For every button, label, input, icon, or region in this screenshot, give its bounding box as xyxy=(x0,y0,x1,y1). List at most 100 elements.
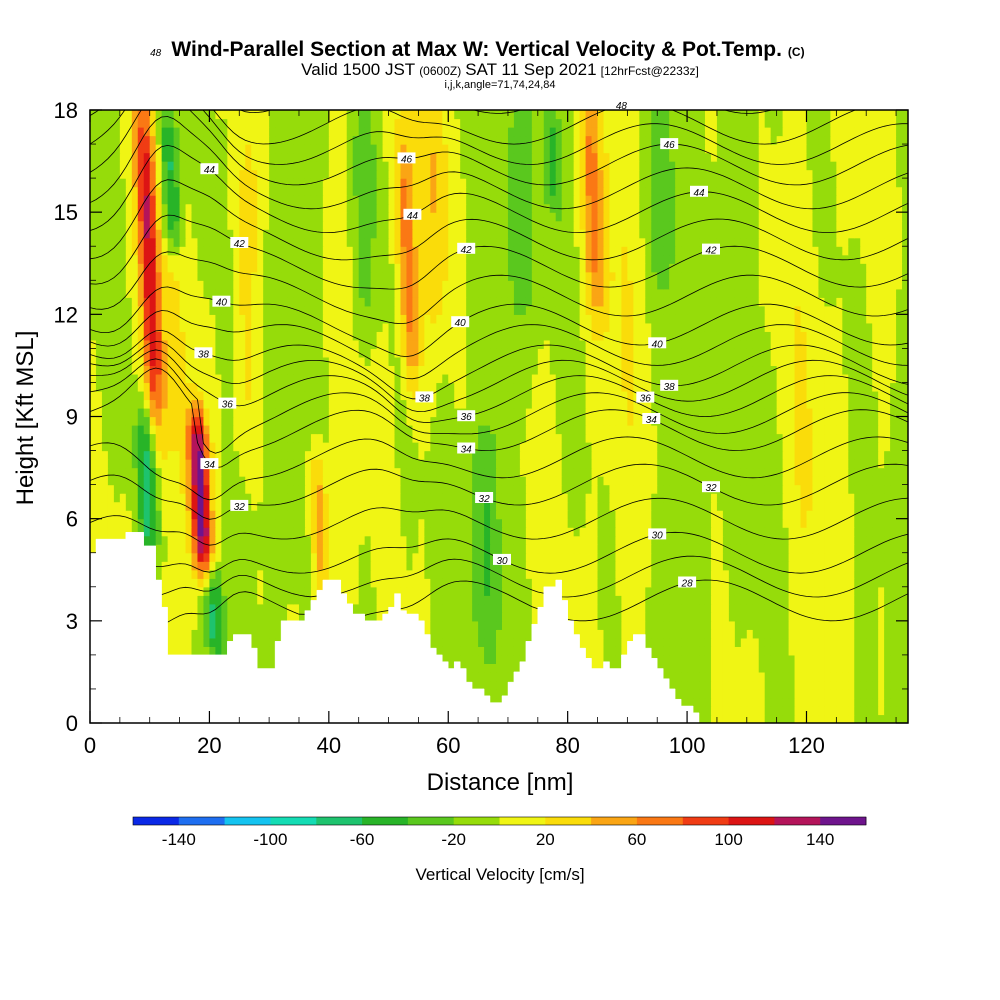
field-cell xyxy=(758,425,766,435)
field-cell xyxy=(806,637,814,647)
field-cell xyxy=(233,603,240,613)
field-cell xyxy=(149,476,157,486)
field-cell xyxy=(466,637,473,647)
field-cell xyxy=(239,407,246,418)
field-cell xyxy=(376,612,384,622)
field-cell xyxy=(758,552,766,562)
field-cell xyxy=(275,450,282,460)
field-cell xyxy=(496,654,503,664)
field-cell xyxy=(263,501,270,511)
field-cell xyxy=(627,493,634,503)
field-cell xyxy=(460,433,467,443)
field-cell xyxy=(179,544,187,554)
field-cell xyxy=(101,518,109,528)
field-cell xyxy=(830,535,837,545)
field-cell xyxy=(352,416,360,426)
field-cell xyxy=(812,433,820,443)
field-cell xyxy=(728,705,736,716)
field-cell xyxy=(782,450,790,460)
field-cell xyxy=(209,595,216,605)
field-cell xyxy=(675,416,682,426)
field-cell xyxy=(675,595,682,605)
field-cell xyxy=(358,561,366,571)
field-cell xyxy=(304,518,312,528)
field-cell xyxy=(567,450,575,460)
field-cell xyxy=(693,603,700,613)
field-cell xyxy=(221,552,228,562)
field-cell xyxy=(269,442,276,452)
field-cell xyxy=(657,654,664,664)
field-cell xyxy=(281,510,288,520)
field-cell xyxy=(430,407,437,418)
field-cell xyxy=(830,612,837,622)
field-cell xyxy=(531,552,539,562)
field-cell xyxy=(143,484,151,494)
field-cell xyxy=(824,697,831,707)
field-cell xyxy=(693,629,700,639)
field-cell xyxy=(364,501,372,511)
field-cell xyxy=(466,433,473,443)
field-cell xyxy=(346,493,354,503)
field-cell xyxy=(472,569,479,579)
field-cell xyxy=(794,697,802,707)
field-cell xyxy=(842,697,849,707)
field-cell xyxy=(788,518,796,528)
field-cell xyxy=(131,467,139,477)
field-cell xyxy=(472,586,479,596)
field-cell xyxy=(203,595,211,605)
field-cell xyxy=(794,646,802,656)
field-cell xyxy=(639,476,646,486)
field-cell xyxy=(896,637,903,647)
field-cell xyxy=(466,629,473,639)
field-cell xyxy=(263,620,270,630)
field-cell xyxy=(316,425,324,435)
field-cell xyxy=(221,518,228,528)
field-cell xyxy=(884,425,891,435)
field-cell xyxy=(281,544,288,554)
field-cell xyxy=(830,654,837,664)
field-cell xyxy=(776,586,784,596)
field-cell xyxy=(442,595,449,605)
field-cell xyxy=(818,620,826,630)
field-cell xyxy=(645,569,652,579)
field-cell xyxy=(746,476,754,486)
field-cell xyxy=(824,646,831,656)
field-cell xyxy=(251,569,258,579)
field-cell xyxy=(519,646,527,656)
field-cell xyxy=(334,450,342,460)
field-cell xyxy=(191,425,199,435)
field-cell xyxy=(496,442,503,452)
field-cell xyxy=(567,501,575,511)
field-cell xyxy=(418,501,425,511)
field-cell xyxy=(776,612,784,622)
field-cell xyxy=(394,407,402,418)
field-cell xyxy=(239,459,246,469)
field-cell xyxy=(758,561,766,571)
field-cell xyxy=(394,569,402,579)
field-cell xyxy=(155,561,163,571)
field-cell xyxy=(645,433,652,443)
field-cell xyxy=(257,442,264,452)
field-cell xyxy=(310,425,318,435)
field-cell xyxy=(669,433,676,443)
field-cell xyxy=(179,484,187,494)
field-cell xyxy=(734,450,742,460)
field-cell xyxy=(322,552,330,562)
field-cell xyxy=(424,527,431,537)
field-cell xyxy=(567,569,575,579)
field-cell xyxy=(388,518,396,528)
field-cell xyxy=(370,603,378,613)
field-cell xyxy=(704,688,712,699)
field-cell xyxy=(185,476,193,486)
field-cell xyxy=(197,637,205,647)
field-cell xyxy=(490,646,497,656)
field-cell xyxy=(281,476,288,486)
field-cell xyxy=(221,407,228,418)
field-cell xyxy=(543,544,551,554)
field-cell xyxy=(872,671,879,682)
field-cell xyxy=(884,705,891,716)
field-cell xyxy=(436,561,443,571)
field-cell xyxy=(149,450,157,460)
field-cell xyxy=(788,484,796,494)
field-cell xyxy=(788,663,796,673)
